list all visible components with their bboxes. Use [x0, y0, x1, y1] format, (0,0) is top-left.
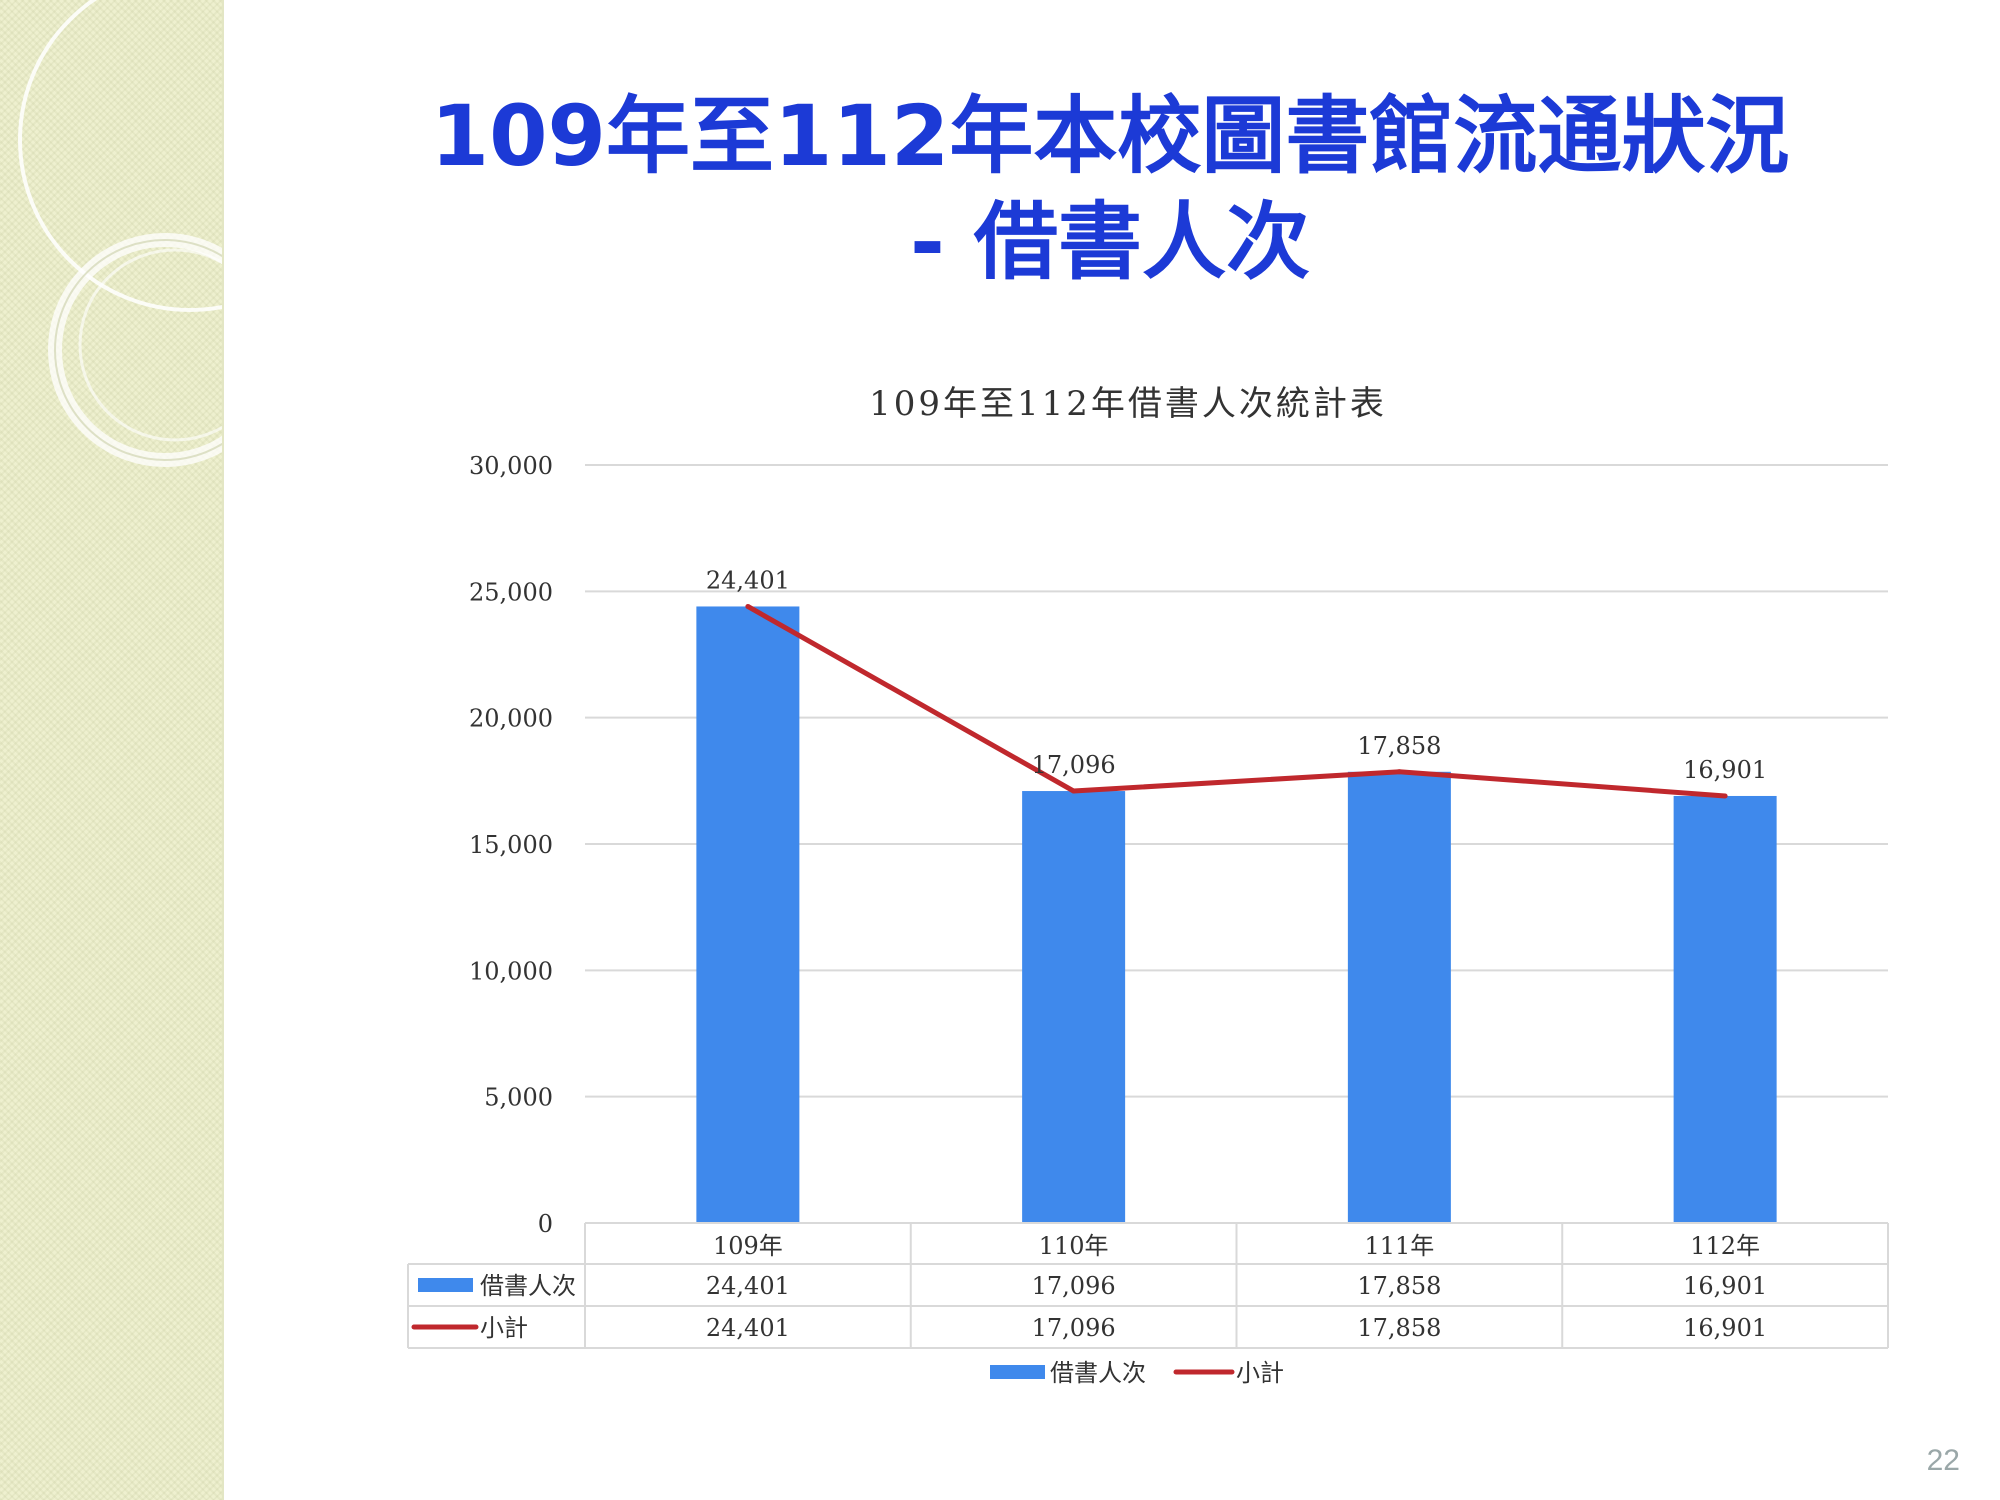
x-category-label: 109年 [713, 1232, 783, 1260]
y-tick-label: 10,000 [469, 957, 553, 985]
table-cell: 24,401 [706, 1272, 790, 1300]
table-cell: 17,858 [1357, 1314, 1441, 1342]
table-cell: 16,901 [1683, 1314, 1767, 1342]
table-cell: 16,901 [1683, 1272, 1767, 1300]
data-label: 17,096 [1032, 751, 1116, 779]
y-tick-label: 15,000 [469, 831, 553, 859]
table-cell: 17,858 [1357, 1272, 1441, 1300]
table-cell: 24,401 [706, 1314, 790, 1342]
line-point-2 [1071, 788, 1077, 794]
data-label: 17,858 [1357, 732, 1441, 760]
y-tick-label: 0 [538, 1210, 553, 1238]
y-tick-label: 5,000 [484, 1084, 553, 1112]
legend-label: 小計 [1236, 1359, 1284, 1387]
y-tick-label: 30,000 [469, 452, 553, 480]
table-cell: 17,096 [1032, 1314, 1116, 1342]
subtotal-line [746, 604, 1726, 799]
decorative-sidebar [0, 0, 224, 1500]
table-row-header: 借書人次 [480, 1272, 576, 1300]
line-point-4 [1722, 793, 1728, 799]
bar-3 [1347, 771, 1451, 1223]
line-point-1 [745, 603, 751, 609]
x-category-label: 111年 [1364, 1232, 1434, 1260]
table-row-header: 小計 [480, 1314, 528, 1342]
legend-label: 借書人次 [1050, 1359, 1146, 1387]
y-tick-label: 20,000 [469, 705, 553, 733]
table-cell: 17,096 [1032, 1272, 1116, 1300]
table-key-bar-icon [418, 1278, 473, 1292]
x-category-label: 110年 [1039, 1232, 1109, 1260]
bar-2 [1022, 791, 1126, 1223]
x-category-label: 112年 [1690, 1232, 1760, 1260]
slide-subtitle: - 借書人次 [909, 193, 1311, 291]
page-number: 22 [1926, 1444, 1960, 1477]
y-tick-label: 25,000 [469, 578, 553, 606]
line-point-3 [1396, 769, 1402, 775]
chart-title: 109年至112年借書人次統計表 [869, 384, 1387, 424]
legend-bar-icon [990, 1365, 1045, 1379]
bar-4 [1673, 795, 1777, 1223]
bar-1 [696, 606, 800, 1223]
ring-decoration-icon [18, 0, 222, 467]
data-label: 16,901 [1683, 756, 1767, 784]
slide-title: 109年至112年本校圖書館流通狀況 [430, 87, 1790, 185]
data-label: 24,401 [706, 566, 790, 594]
